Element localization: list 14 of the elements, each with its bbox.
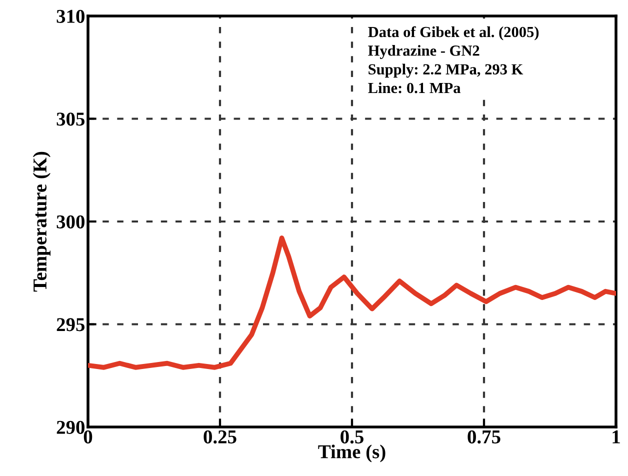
- annotation: Data of Gibek et al. (2005) Hydrazine - GN2 Supply: 2.2 MPa, 293 K Line: 0.1 MPa: [368, 26, 539, 94]
- line-series: [88, 236, 616, 370]
- x-tick-label: 0.75: [468, 430, 500, 444]
- x-tick-label: 0.5: [340, 430, 364, 444]
- y-tick-label: 290: [56, 420, 84, 434]
- x-axis-title: Time (s): [318, 444, 386, 462]
- y-tick-label: 310: [56, 10, 84, 23]
- y-tick-label: 295: [56, 318, 85, 332]
- x-tick-label: 0.25: [204, 430, 236, 444]
- y-tick-label: 305: [56, 112, 85, 126]
- y-axis-title: Temperature (K): [32, 152, 50, 292]
- x-tick-label: 0: [84, 430, 92, 444]
- y-tick-label: 300: [56, 215, 84, 228]
- x-tick-label: 1: [612, 430, 620, 444]
